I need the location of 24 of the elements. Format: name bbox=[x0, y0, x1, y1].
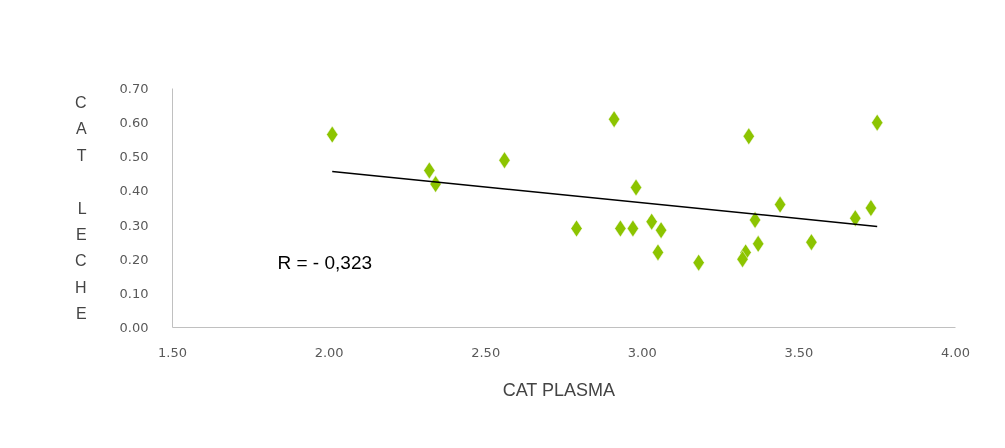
x-tick-label: 3.50 bbox=[784, 344, 814, 360]
y-tick-label: 0.40 bbox=[119, 183, 149, 199]
y-tick-label: 0.20 bbox=[119, 251, 149, 267]
x-tick-label: 2.50 bbox=[471, 344, 501, 360]
point bbox=[849, 209, 862, 227]
point bbox=[498, 151, 511, 169]
y-tick-label: 0.00 bbox=[119, 320, 149, 335]
y-tick-label: 0.10 bbox=[119, 285, 149, 301]
text: CAT LECHE bbox=[75, 94, 87, 322]
x-tick-label: 4.00 bbox=[941, 344, 970, 360]
y-tick-label: 0.70 bbox=[119, 81, 149, 96]
point bbox=[655, 221, 668, 239]
y-tick-label: 0.60 bbox=[119, 115, 149, 131]
point bbox=[608, 110, 621, 128]
point bbox=[752, 235, 765, 253]
annotation: R = - 0,323 bbox=[277, 251, 373, 273]
x-axis-title: CAT PLASMA bbox=[502, 379, 616, 400]
point bbox=[736, 250, 749, 268]
x-tick-label: 1.50 bbox=[158, 344, 187, 360]
x-tick-label: 3.00 bbox=[627, 344, 657, 360]
x-tick-label: 2.00 bbox=[314, 344, 344, 360]
y-tick-label: 0.30 bbox=[119, 217, 149, 233]
y-tick-label: 0.50 bbox=[119, 149, 149, 165]
point bbox=[805, 233, 818, 251]
